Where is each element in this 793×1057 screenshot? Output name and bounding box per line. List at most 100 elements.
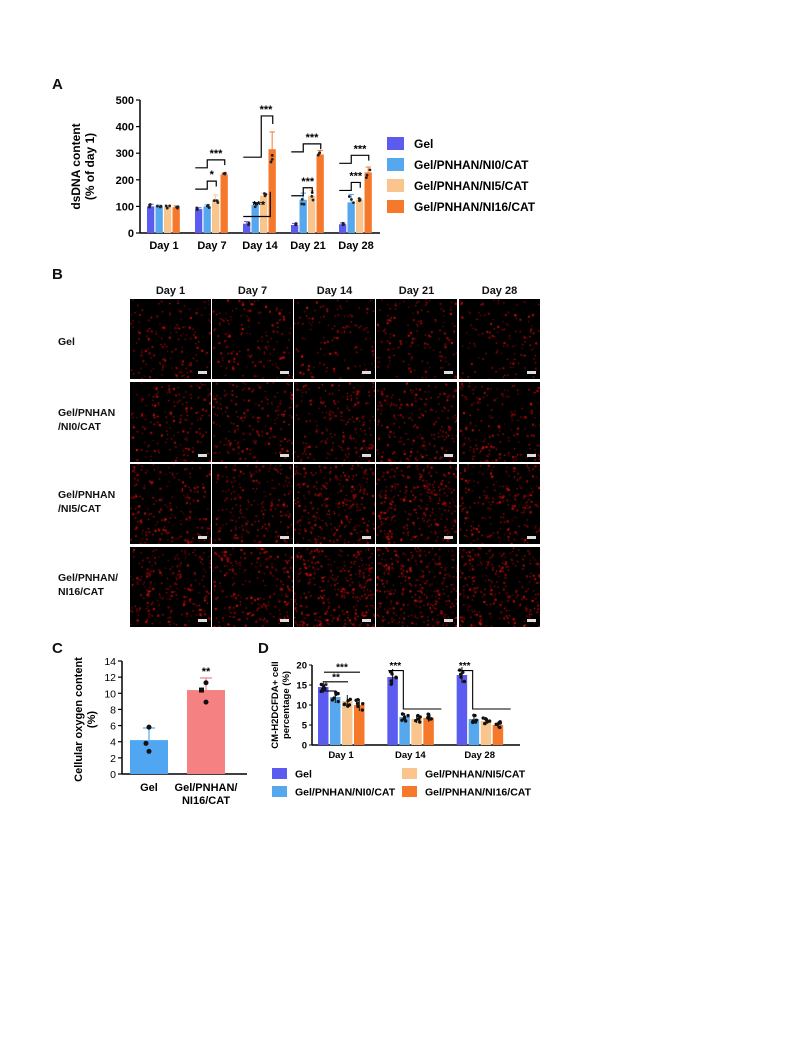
data-point — [361, 702, 365, 706]
sig-bracket — [243, 115, 274, 158]
micrograph-image — [294, 464, 375, 544]
data-point — [316, 153, 320, 157]
y-tick-label: 2 — [110, 753, 116, 765]
scale-bar — [198, 536, 207, 539]
micrograph-column-header: Day 14 — [316, 285, 353, 297]
bar — [212, 199, 220, 233]
sig-label: *** — [459, 661, 471, 672]
sig-bracket — [291, 187, 313, 197]
data-point — [354, 698, 358, 702]
data-point — [394, 676, 399, 680]
bar — [308, 195, 316, 233]
micrograph-image — [130, 299, 211, 379]
micrograph-image — [376, 547, 457, 627]
bar — [243, 223, 251, 233]
data-point — [427, 714, 431, 718]
data-point — [413, 718, 418, 723]
y-tick-label: 5 — [302, 721, 308, 732]
legend-swatch — [387, 200, 404, 213]
bar — [291, 225, 299, 233]
chart-c-oxygen: 0 2 4 6 8 10 12 14 Cellular oxygen content(%) Gel… — [73, 656, 247, 807]
scale-bar — [362, 619, 371, 622]
y-tick-label: 100 — [116, 201, 134, 213]
data-point — [400, 718, 404, 722]
micrograph-column-header: Day 21 — [398, 285, 435, 297]
bar — [364, 172, 372, 233]
bar — [130, 740, 168, 774]
sig-label: *** — [349, 170, 363, 182]
data-point — [143, 740, 149, 746]
micrograph-column-header: Day 28 — [481, 285, 518, 297]
sig-bracket — [243, 191, 271, 218]
micrograph-row-header: Gel — [58, 336, 75, 348]
bar — [164, 206, 172, 233]
bar — [423, 717, 434, 745]
legend-swatch — [387, 137, 404, 150]
sig-label: *** — [252, 200, 266, 212]
legend-swatch — [272, 786, 287, 797]
micrograph-image — [212, 299, 293, 379]
data-point — [300, 202, 304, 206]
data-point — [462, 679, 467, 684]
micrograph-row-header: Gel/PNHAN/NI5/CAT — [58, 489, 116, 515]
y-tick-label: 6 — [110, 721, 116, 733]
scale-bar — [444, 454, 453, 457]
legend-label: Gel/PNHAN/NI5/CAT — [425, 769, 526, 781]
sig-label: *** — [306, 132, 320, 144]
legend-swatch — [402, 768, 417, 779]
bar — [299, 199, 307, 233]
data-point — [165, 206, 169, 210]
data-point — [355, 701, 360, 706]
bar — [260, 195, 268, 233]
data-point — [203, 699, 209, 705]
sig-label: *** — [389, 661, 401, 672]
data-point — [302, 202, 306, 206]
micrograph-column-header: Day 7 — [237, 285, 268, 297]
bar — [411, 719, 422, 745]
data-point — [402, 716, 407, 721]
data-point — [323, 686, 327, 691]
data-point — [427, 717, 431, 721]
data-point — [336, 691, 340, 696]
y-tick-label: 14 — [104, 656, 116, 668]
y-tick-label: 0 — [128, 228, 134, 240]
y-tick-label: 4 — [110, 737, 116, 749]
micrograph-image — [294, 382, 375, 462]
data-point — [300, 197, 304, 201]
scale-bar — [280, 371, 289, 374]
data-point — [212, 199, 216, 202]
data-point — [364, 176, 368, 179]
bar — [468, 719, 480, 745]
data-point — [205, 204, 209, 208]
data-point — [263, 194, 267, 198]
bar — [316, 154, 324, 233]
data-point — [341, 221, 345, 225]
data-point — [269, 160, 273, 164]
x-tick-label: Day 14 — [242, 240, 278, 252]
sig-bracket — [195, 180, 217, 190]
data-point — [346, 698, 350, 703]
y-tick-label: 400 — [116, 122, 134, 134]
legend-label: Gel/PNHAN/NI5/CAT — [414, 179, 529, 193]
sig-bracket — [291, 143, 322, 153]
sig-label: ** — [332, 672, 340, 683]
sig-label: *** — [301, 176, 315, 188]
data-point — [168, 204, 172, 208]
data-point — [164, 204, 168, 208]
data-point — [158, 205, 162, 209]
data-point — [459, 672, 463, 677]
sig-label: *** — [336, 663, 348, 674]
y-axis-label: Cellular oxygen content(%) — [73, 657, 98, 782]
bar — [354, 705, 365, 745]
data-point — [195, 206, 199, 210]
scale-bar — [280, 619, 289, 622]
data-point — [347, 195, 351, 198]
micrograph-image — [212, 464, 293, 544]
data-point — [342, 702, 347, 707]
micrograph-image — [130, 547, 211, 627]
data-point — [368, 168, 372, 172]
data-point — [311, 198, 315, 202]
x-tick-label: Day 1 — [149, 240, 178, 252]
bar — [480, 721, 492, 745]
